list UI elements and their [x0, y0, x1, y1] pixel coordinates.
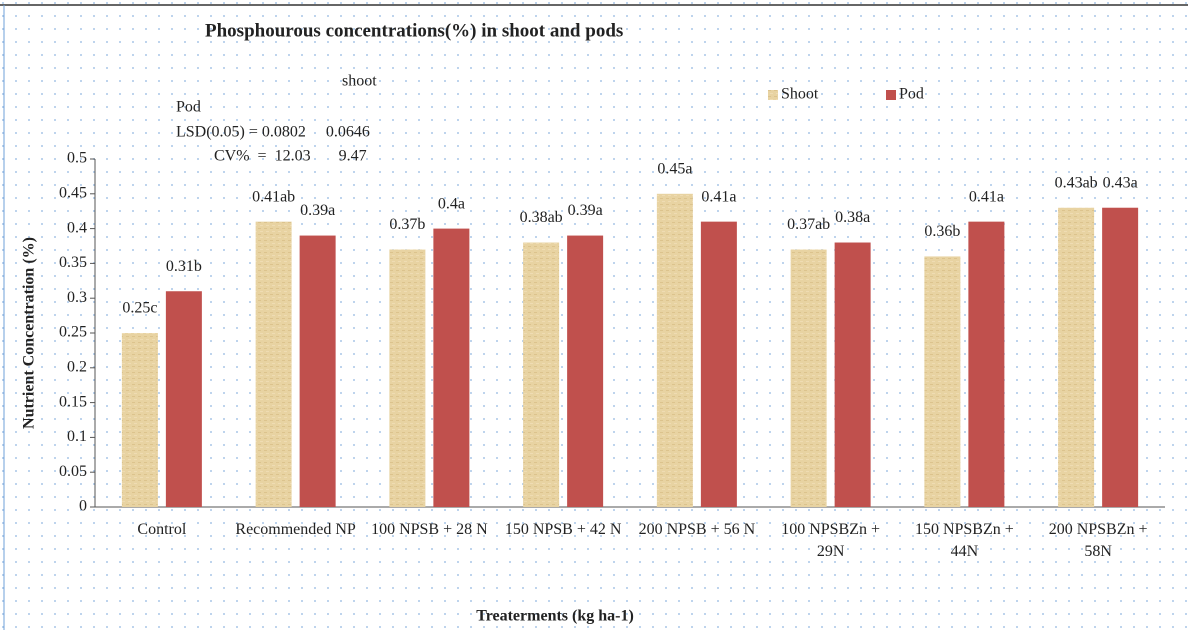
bar [968, 221, 1005, 507]
y-axis-title: Nutrient Concentration (%) [21, 237, 38, 429]
legend-swatch [768, 90, 778, 100]
y-tick-label: 0.25 [59, 324, 87, 341]
value-label: 0.39a [300, 202, 335, 219]
value-label: 0.25c [122, 300, 157, 317]
bar [834, 242, 871, 507]
value-label: 0.38a [835, 209, 870, 226]
value-label: 0.43a [1103, 174, 1138, 191]
annotation: CV% = 12.03 9.47 [214, 148, 367, 165]
value-label: 0.36b [924, 223, 960, 240]
x-tick-label: 200 NPSB + 56 N [638, 521, 756, 538]
x-tick-label: 150 NPSBZn + 44N [914, 521, 1014, 560]
value-label: 0.41a [701, 188, 736, 205]
bar [790, 249, 827, 508]
value-label: 0.37b [389, 216, 425, 233]
bar [121, 333, 158, 507]
bar [567, 235, 604, 507]
y-tick-label: 0.05 [59, 463, 87, 480]
annotation: Pod [176, 99, 201, 116]
bar [523, 242, 560, 507]
value-label: 0.4a [438, 195, 465, 212]
y-tick-label: 0.1 [67, 428, 87, 445]
y-tick-label: 0.2 [67, 358, 87, 375]
value-label: 0.39a [568, 202, 603, 219]
x-tick-label: Recommended NP [235, 521, 356, 538]
y-tick-label: 0.5 [67, 150, 87, 167]
value-label: 0.38ab [520, 209, 563, 226]
x-tick-label: 150 NPSB + 42 N [504, 521, 622, 538]
bar [389, 249, 426, 508]
value-label: 0.37ab [787, 216, 830, 233]
x-tick-label: 200 NPSBZn + 58N [1048, 521, 1148, 560]
y-tick-label: 0.45 [59, 184, 87, 201]
bar [299, 235, 336, 507]
bar [924, 256, 961, 507]
value-label: 0.41ab [252, 188, 295, 205]
annotation: LSD(0.05) = 0.0802 0.0646 [176, 124, 370, 141]
y-tick-label: 0.35 [59, 254, 87, 271]
y-tick-label: 0.3 [67, 289, 87, 306]
y-tick-label: 0.15 [59, 393, 87, 410]
value-label: 0.45a [657, 160, 692, 177]
legend-label: Pod [899, 86, 924, 103]
x-axis-title: Treaterments (kg ha-1) [476, 608, 634, 625]
x-tick-label: 100 NPSB + 28 N [371, 521, 488, 538]
x-tick-label: Control [137, 521, 187, 538]
y-tick-label: 0 [79, 498, 87, 515]
legend-label: Shoot [781, 86, 819, 103]
bar [165, 291, 202, 507]
annotation: shoot [342, 73, 377, 90]
bar [700, 221, 737, 507]
legend-swatch [886, 90, 896, 100]
x-tick-label: 100 NPSBZn + 29N [781, 521, 881, 560]
value-label: 0.43ab [1055, 174, 1098, 191]
bar [433, 228, 470, 507]
bar [255, 221, 292, 507]
bar [656, 193, 693, 508]
value-label: 0.41a [969, 188, 1004, 205]
bar [1058, 207, 1095, 507]
value-label: 0.31b [166, 258, 202, 275]
y-tick-label: 0.4 [67, 219, 87, 236]
bar [1102, 207, 1139, 507]
chart-title: Phosphourous concentrations(%) in shoot … [205, 20, 623, 41]
